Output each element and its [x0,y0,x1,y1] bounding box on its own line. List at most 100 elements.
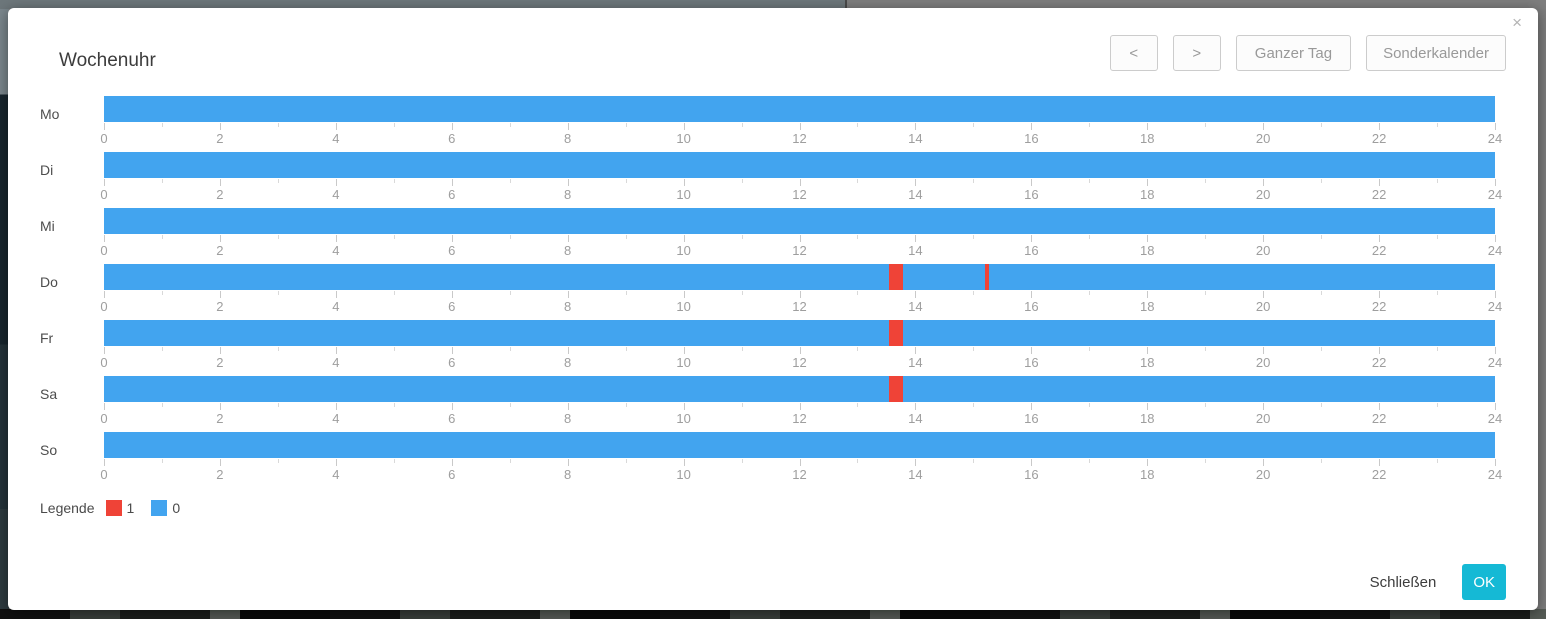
axis-tick [277,235,279,239]
axis-tick [1437,403,1439,407]
axis-tick-label: 10 [676,187,691,202]
axis-tick [509,347,511,351]
page-background-top-right [845,0,1546,9]
axis-tick-label: 12 [792,131,807,146]
on-segment[interactable] [984,264,989,290]
axis-tick-label: 22 [1371,355,1387,370]
axis-tick-label: 18 [1140,131,1155,146]
on-segment[interactable] [889,264,903,290]
axis-tick [161,179,163,183]
axis-tick-label: 2 [216,411,224,426]
prev-week-button[interactable]: < [1109,35,1158,71]
day-label: Di [40,162,54,178]
special-calendar-button[interactable]: Sonderkalender [1366,35,1506,71]
axis-tick [1321,179,1323,183]
axis-tick [335,123,337,130]
axis-tick-label: 16 [1024,355,1039,370]
axis-tick [104,291,105,298]
axis-tick [857,347,859,351]
axis-tick [567,291,569,298]
on-segment[interactable] [889,320,903,346]
axis-tick-label: 2 [216,467,224,482]
timeline-track[interactable] [104,208,1495,234]
axis-tick [335,179,337,186]
hour-axis: 0 2 4 6 8 10 12 14 16 18 20 22 24 [100,346,1502,376]
axis-tick [1147,235,1149,242]
axis-tick [451,179,453,186]
axis-tick [857,459,859,463]
axis-tick [1205,291,1207,295]
axis-tick-label: 14 [908,355,923,370]
axis-tick [973,235,975,239]
axis-tick-label: 4 [332,467,340,482]
axis-tick-label: 6 [448,131,456,146]
axis-tick [1321,123,1323,127]
axis-tick-label: 24 [1487,187,1503,202]
axis-tick [1495,179,1496,186]
dialog-footer: Schließen OK [1370,564,1506,600]
axis-tick-label: 6 [448,355,456,370]
timeline-track[interactable] [104,376,1495,402]
axis-tick-label: 6 [448,299,456,314]
axis-tick [1321,291,1323,295]
legend-label: Legende [40,500,95,516]
axis-tick [393,123,395,127]
axis-tick-label: 10 [676,467,691,482]
close-button[interactable]: Schließen [1369,573,1437,591]
timeline-track[interactable] [104,432,1495,458]
axis-tick [625,347,627,351]
timeline-track[interactable] [104,264,1495,290]
axis-tick [1437,459,1439,463]
axis-tick [857,123,859,127]
axis-tick-label: 18 [1140,355,1155,370]
axis-tick [1089,403,1091,407]
axis-tick-label: 20 [1255,187,1271,202]
axis-tick [1205,123,1207,127]
axis-tick [393,291,395,295]
axis-tick [277,179,279,183]
axis-tick-label: 8 [564,411,572,426]
axis-tick-label: 6 [448,467,456,482]
axis-tick [1031,123,1033,130]
axis-tick [104,459,105,466]
axis-tick-label: 0 [100,411,108,426]
axis-tick [161,291,163,295]
axis-tick [277,291,279,295]
axis-tick [161,347,163,351]
axis-tick [1437,235,1439,239]
axis-tick [1495,403,1496,410]
on-segment[interactable] [889,376,903,402]
axis-tick-label: 12 [792,411,807,426]
full-day-button[interactable]: Ganzer Tag [1235,35,1352,71]
axis-tick [1089,179,1091,183]
timeline-column: 0 2 4 6 8 10 12 14 16 18 20 22 24 [100,432,1502,488]
axis-tick-label: 4 [332,411,340,426]
timeline-track[interactable] [104,320,1495,346]
timeline-track[interactable] [104,152,1495,178]
axis-tick-label: 24 [1487,355,1503,370]
axis-tick [1379,347,1381,354]
timeline-column: 0 2 4 6 8 10 12 14 16 18 20 22 24 [100,320,1502,376]
axis-tick [161,123,163,127]
axis-tick-label: 4 [332,299,340,314]
axis-tick-label: 4 [332,131,340,146]
ok-button[interactable]: OK [1462,564,1506,600]
timeline-track[interactable] [104,96,1495,122]
axis-tick-label: 16 [1024,187,1039,202]
axis-tick [219,123,221,130]
axis-tick-label: 4 [332,243,340,258]
axis-tick-label: 18 [1140,299,1155,314]
axis-tick-label: 20 [1255,243,1271,258]
axis-tick [1321,459,1323,463]
day-row: So 0 2 4 6 8 10 12 14 16 18 20 22 24 [40,432,1502,488]
next-week-button[interactable]: > [1172,35,1221,71]
timeline-column: 0 2 4 6 8 10 12 14 16 18 20 22 24 [100,96,1502,152]
close-icon[interactable]: × [1512,13,1522,32]
axis-tick-label: 0 [100,243,108,258]
axis-tick-label: 16 [1024,243,1039,258]
axis-tick [1205,347,1207,351]
axis-tick [741,459,743,463]
axis-tick [1263,291,1265,298]
wochenuhr-dialog: × Wochenuhr < > Ganzer Tag Sonderkalende… [8,8,1538,610]
axis-tick-label: 12 [792,299,807,314]
